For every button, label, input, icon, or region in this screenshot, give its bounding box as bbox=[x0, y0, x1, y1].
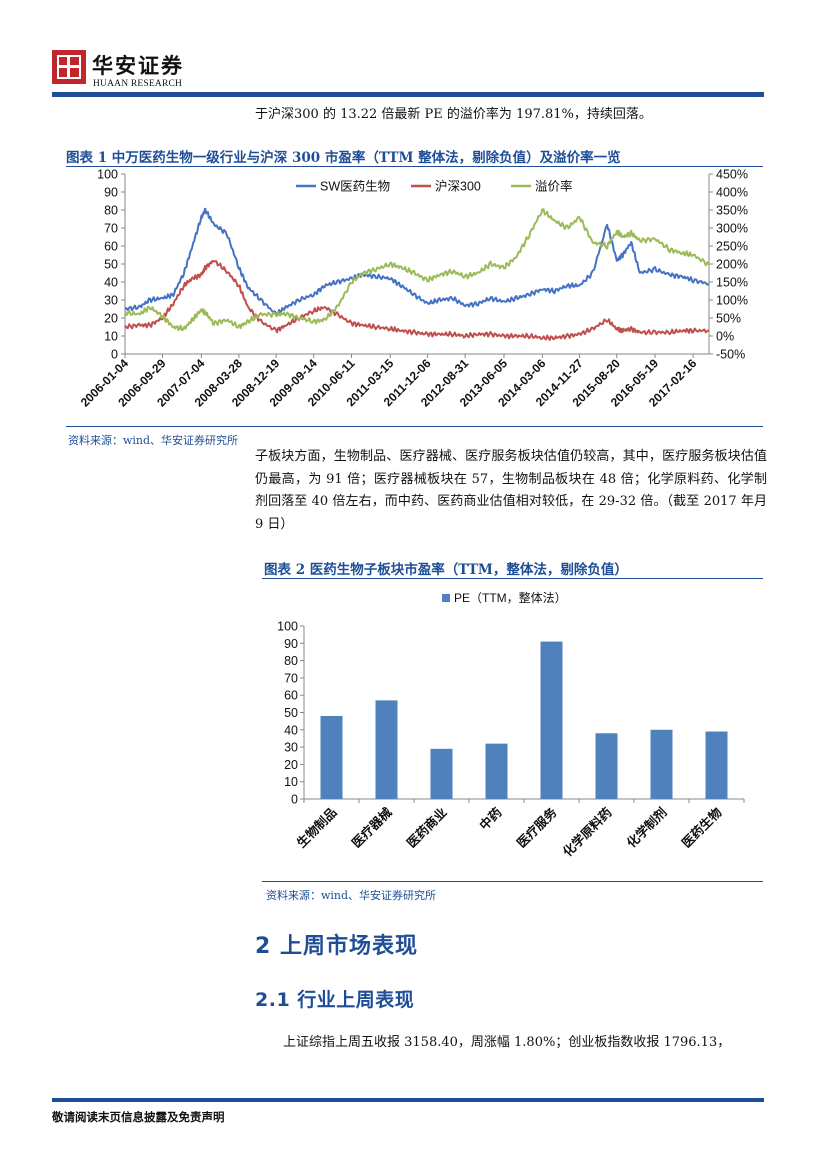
left-y-tick-label: 100 bbox=[97, 168, 118, 182]
brand-name-cn: 华安证券 bbox=[92, 53, 184, 78]
figure1-title: 图表 1 中万医药生物一级行业与沪深 300 市盈率（TTM 整体法，剔除负值）… bbox=[66, 150, 621, 166]
figure2-bottom-divider bbox=[262, 881, 763, 882]
category-label-5: 医疗服务 bbox=[514, 804, 560, 850]
bar-4 bbox=[485, 743, 508, 799]
figure1-bottom-divider bbox=[66, 426, 763, 427]
footer-divider bbox=[52, 1098, 764, 1102]
intro-text: 于沪深300 的 13.22 倍最新 PE 的溢价率为 197.81%，持续回落… bbox=[255, 107, 652, 122]
category-label-3: 医药商业 bbox=[404, 804, 450, 850]
y-tick-label: 70 bbox=[284, 671, 298, 685]
right-y-tick-label: 400% bbox=[716, 186, 748, 200]
y-tick-label: 10 bbox=[284, 775, 298, 789]
right-y-tick-label: 250% bbox=[716, 240, 748, 254]
y-tick-label: 60 bbox=[284, 689, 298, 703]
legend-swatch bbox=[442, 594, 450, 602]
figure2-title: 图表 2 医药生物子板块市盈率（TTM，整体法，剔除负值） bbox=[264, 562, 628, 578]
left-y-tick-label: 60 bbox=[104, 240, 118, 254]
left-y-tick-label: 90 bbox=[104, 186, 118, 200]
right-y-tick-label: -50% bbox=[716, 348, 745, 362]
right-y-tick-label: 50% bbox=[716, 312, 741, 326]
series-line-1 bbox=[124, 207, 710, 317]
figure1-source: 资料来源：wind、华安证券研究所 bbox=[68, 434, 239, 447]
right-y-tick-label: 300% bbox=[716, 222, 748, 236]
category-label-2: 医疗器械 bbox=[349, 804, 395, 850]
subsection-heading: 2.1 行业上周表现 bbox=[255, 989, 415, 1011]
right-y-tick-label: 200% bbox=[716, 258, 748, 272]
section-heading: 2 上周市场表现 bbox=[255, 934, 418, 959]
figure2-source: 资料来源：wind、华安证券研究所 bbox=[266, 889, 437, 902]
disclaimer-footer: 敬请阅读末页信息披露及免责声明 bbox=[52, 1110, 225, 1124]
right-y-tick-label: 0% bbox=[716, 330, 734, 344]
legend-label-3: 溢价率 bbox=[535, 179, 573, 194]
figure2-bar-chart: 0 10 20 30 40 50 60 70 80 90 100 生物制品 医疗器械 医药商业 中药 医疗服务… bbox=[277, 590, 745, 859]
category-label-4: 中药 bbox=[476, 804, 505, 833]
bar-1 bbox=[320, 715, 343, 799]
left-y-tick-label: 80 bbox=[104, 204, 118, 218]
legend-label: PE（TTM，整体法） bbox=[454, 590, 567, 605]
left-y-tick-label: 50 bbox=[104, 258, 118, 272]
left-y-tick-label: 0 bbox=[111, 348, 118, 362]
series-line-2 bbox=[124, 260, 710, 341]
category-label-7: 化学制剂 bbox=[624, 805, 670, 851]
legend-label-1: SW医药生物 bbox=[320, 180, 390, 194]
right-y-tick-label: 350% bbox=[716, 204, 748, 218]
market-summary-text: 上证综指上周五收报 3158.40，周涨幅 1.80%；创业板指数收报 1796… bbox=[283, 1035, 731, 1050]
brand-logo-icon bbox=[52, 50, 86, 84]
y-tick-label: 40 bbox=[284, 723, 298, 737]
y-tick-label: 100 bbox=[277, 620, 298, 634]
y-tick-label: 30 bbox=[284, 741, 298, 755]
series-line-3 bbox=[124, 208, 710, 332]
brand-name-en: HUAAN RESEARCH bbox=[93, 79, 183, 89]
bar-2 bbox=[375, 700, 398, 799]
y-tick-label: 20 bbox=[284, 758, 298, 772]
right-y-tick-label: 450% bbox=[716, 168, 748, 182]
left-y-tick-label: 10 bbox=[104, 330, 118, 344]
left-y-tick-label: 70 bbox=[104, 222, 118, 236]
bar-7 bbox=[650, 729, 673, 799]
figure2-title-divider bbox=[262, 578, 763, 579]
category-label-8: 医药生物 bbox=[679, 804, 725, 850]
bar-3 bbox=[430, 748, 453, 799]
category-label-1: 生物制品 bbox=[294, 805, 340, 851]
bar-8 bbox=[705, 731, 728, 799]
header-divider bbox=[52, 92, 764, 97]
y-tick-label: 80 bbox=[284, 654, 298, 668]
figure1-line-chart: 0 10 20 30 40 50 60 70 80 90 100 -50% 0% 50% 100% 150% 2… bbox=[78, 168, 748, 410]
category-label-6: 化学原料药 bbox=[560, 804, 615, 859]
right-y-tick-label: 100% bbox=[716, 294, 748, 308]
left-y-tick-label: 40 bbox=[104, 276, 118, 290]
legend-label-2: 沪深300 bbox=[435, 180, 481, 194]
left-y-tick-label: 30 bbox=[104, 294, 118, 308]
body-paragraph: 子板块方面，生物制品、医疗器械、医疗服务板块估值仍较高，其中，医疗服务板块估值仍… bbox=[255, 449, 767, 532]
y-tick-label: 90 bbox=[284, 637, 298, 651]
y-tick-label: 50 bbox=[284, 706, 298, 720]
bar-5 bbox=[540, 641, 563, 799]
figure1-title-divider bbox=[66, 166, 763, 167]
y-tick-label: 0 bbox=[291, 793, 298, 807]
right-y-tick-label: 150% bbox=[716, 276, 748, 290]
left-y-tick-label: 20 bbox=[104, 312, 118, 326]
bar-6 bbox=[595, 733, 618, 799]
